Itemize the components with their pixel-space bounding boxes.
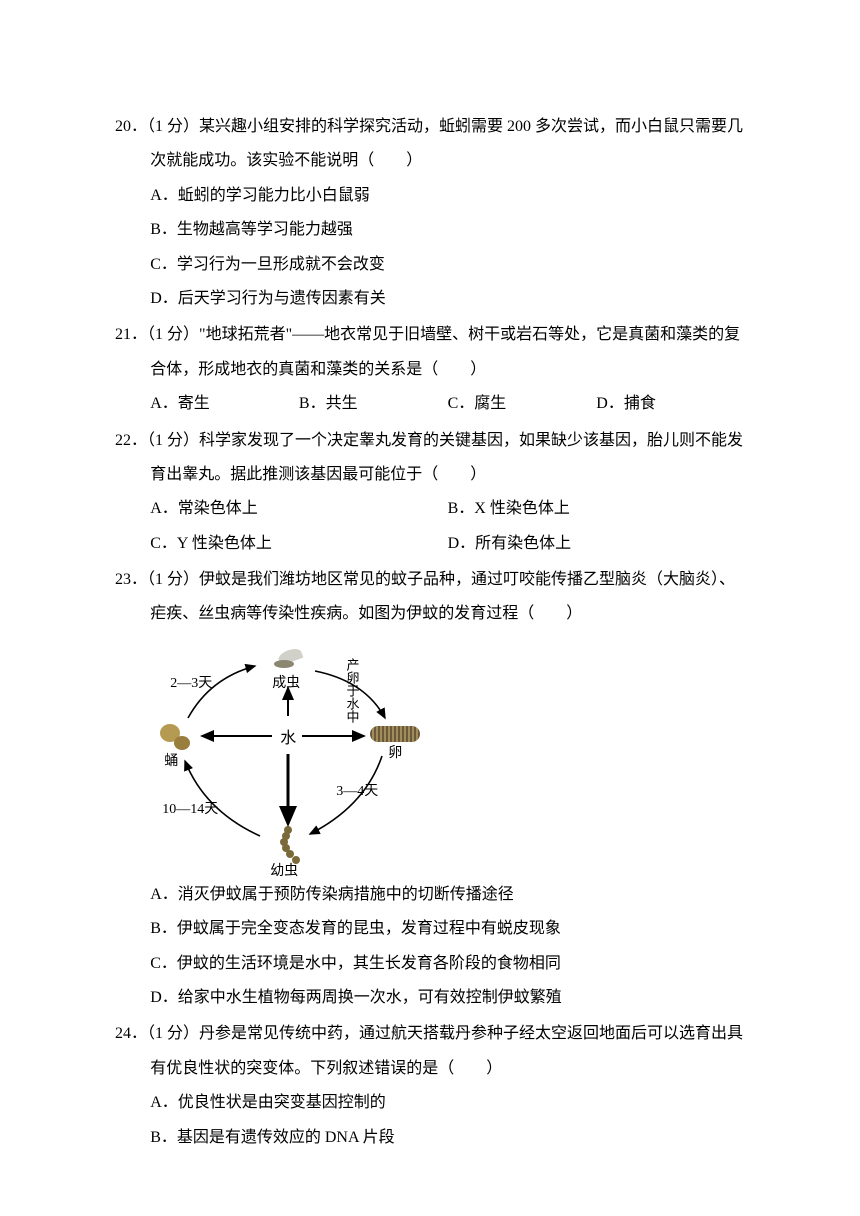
question-21: 21．（1 分）"地球拓荒者"——地衣常见于旧墙壁、树干或岩石等处，它是真菌和藻…: [115, 318, 745, 421]
q23-number: 23．: [115, 571, 147, 588]
q20-opt-a: A．蚯蚓的学习能力比小白鼠弱: [150, 179, 745, 213]
q22-stem: 22．（1 分）科学家发现了一个决定睾丸发育的关键基因，如果缺少该基因，胎儿则不…: [115, 424, 745, 493]
q23-opt-d: D．给家中水生植物每两周换一次水，可有效控制伊蚊繁殖: [150, 981, 745, 1015]
q22-number: 22．: [115, 432, 147, 449]
q23-text: 伊蚊是我们潍坊地区常见的蚊子品种，通过叮咬能传播乙型脑炎（大脑炎）、疟疾、丝虫病…: [150, 571, 735, 622]
q20-number: 20．: [115, 118, 147, 135]
q24-points: （1 分）: [147, 1025, 199, 1042]
q23-points: （1 分）: [147, 571, 199, 588]
question-22: 22．（1 分）科学家发现了一个决定睾丸发育的关键基因，如果缺少该基因，胎儿则不…: [115, 424, 745, 562]
q20-text: 某兴趣小组安排的科学探究活动，蚯蚓需要 200 多次尝试，而小白鼠只需要几次就能…: [150, 118, 743, 169]
q21-opt-d: D．捕食: [596, 387, 745, 421]
q23-opt-a: A．消灭伊蚊属于预防传染病措施中的切断传播途径: [150, 878, 745, 912]
q22-options: A．常染色体上 B．X 性染色体上 C．Y 性染色体上 D．所有染色体上: [115, 492, 745, 561]
q21-points: （1 分）: [147, 326, 199, 343]
q22-points: （1 分）: [147, 432, 199, 449]
q21-number: 21．: [115, 326, 147, 343]
q22-opt-c: C．Y 性染色体上: [150, 527, 447, 561]
q21-opt-b: B．共生: [299, 387, 448, 421]
question-20: 20．（1 分）某兴趣小组安排的科学探究活动，蚯蚓需要 200 多次尝试，而小白…: [115, 110, 745, 316]
q21-opt-c: C．腐生: [448, 387, 597, 421]
q21-text: "地球拓荒者"——地衣常见于旧墙壁、树干或岩石等处，它是真菌和藻类的复合体，形成…: [150, 326, 740, 377]
q20-opt-c: C．学习行为一旦形成就不会改变: [150, 248, 745, 282]
q20-points: （1 分）: [147, 118, 199, 135]
q23-opt-c: C．伊蚊的生活环境是水中，其生长发育各阶段的食物相同: [150, 947, 745, 981]
q24-number: 24．: [115, 1025, 147, 1042]
q23-opt-b: B．伊蚊属于完全变态发育的昆虫，发育过程中有蜕皮现象: [150, 912, 745, 946]
q22-opt-a: A．常染色体上: [150, 492, 447, 526]
cycle-arrows-icon: [150, 636, 430, 874]
q22-opt-b: B．X 性染色体上: [448, 492, 745, 526]
q21-stem: 21．（1 分）"地球拓荒者"——地衣常见于旧墙壁、树干或岩石等处，它是真菌和藻…: [115, 318, 745, 387]
question-23: 23．（1 分）伊蚊是我们潍坊地区常见的蚊子品种，通过叮咬能传播乙型脑炎（大脑炎…: [115, 563, 745, 1015]
q24-opt-b: B．基因是有遗传效应的 DNA 片段: [150, 1121, 745, 1155]
q24-options: A．优良性状是由突变基因控制的 B．基因是有遗传效应的 DNA 片段: [115, 1086, 745, 1155]
q24-opt-a: A．优良性状是由突变基因控制的: [150, 1086, 745, 1120]
q20-opt-b: B．生物越高等学习能力越强: [150, 213, 745, 247]
q23-stem: 23．（1 分）伊蚊是我们潍坊地区常见的蚊子品种，通过叮咬能传播乙型脑炎（大脑炎…: [115, 563, 745, 632]
q20-options: A．蚯蚓的学习能力比小白鼠弱 B．生物越高等学习能力越强 C．学习行为一旦形成就…: [115, 179, 745, 317]
q24-stem: 24．（1 分）丹参是常见传统中药，通过航天搭载丹参种子经太空返回地面后可以选育…: [115, 1017, 745, 1086]
q22-opt-d: D．所有染色体上: [448, 527, 745, 561]
q20-opt-d: D．后天学习行为与遗传因素有关: [150, 282, 745, 316]
q20-stem: 20．（1 分）某兴趣小组安排的科学探究活动，蚯蚓需要 200 多次尝试，而小白…: [115, 110, 745, 179]
q21-opt-a: A．寄生: [150, 387, 299, 421]
q22-text: 科学家发现了一个决定睾丸发育的关键基因，如果缺少该基因，胎儿则不能发育出睾丸。据…: [150, 432, 743, 483]
q21-options: A．寄生 B．共生 C．腐生 D．捕食: [115, 387, 745, 421]
q23-options: A．消灭伊蚊属于预防传染病措施中的切断传播途径 B．伊蚊属于完全变态发育的昆虫，…: [115, 878, 745, 1016]
question-24: 24．（1 分）丹参是常见传统中药，通过航天搭载丹参种子经太空返回地面后可以选育…: [115, 1017, 745, 1155]
q23-diagram: 成虫 卵 幼虫 蛹 水 2—3天 3—4天 10—14天 产卵于水中: [150, 636, 430, 874]
q24-text: 丹参是常见传统中药，通过航天搭载丹参种子经太空返回地面后可以选育出具有优良性状的…: [150, 1025, 743, 1076]
